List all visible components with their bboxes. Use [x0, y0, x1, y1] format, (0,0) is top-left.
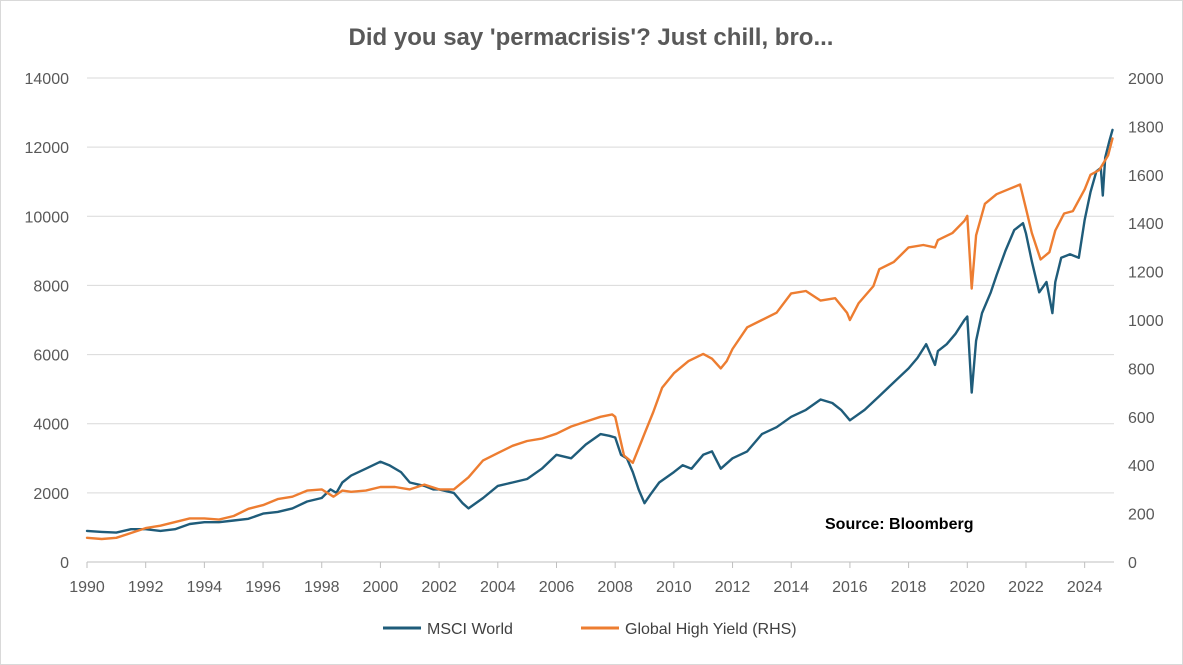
series-line-global-high-yield: [85, 137, 1114, 541]
x-tick-label: 1996: [245, 579, 281, 596]
x-tick-label: 2004: [480, 579, 516, 596]
x-tick-label: 1994: [187, 579, 223, 596]
gridlines: [87, 77, 1114, 494]
left-tick-label: 0: [60, 555, 69, 572]
legend: MSCI World Global High Yield (RHS): [383, 621, 797, 638]
chart-title: Did you say 'permacrisis'? Just chill, b…: [349, 24, 834, 51]
right-tick-label: 1800: [1128, 119, 1164, 136]
x-tick-label: 1992: [128, 579, 164, 596]
x-tick-label: 2016: [832, 579, 868, 596]
source-annotation: Source: Bloomberg: [825, 516, 973, 533]
left-tick-label: 4000: [33, 417, 69, 434]
x-tick-label: 2010: [656, 579, 692, 596]
right-tick-label: 0: [1128, 555, 1137, 572]
right-tick-label: 2000: [1128, 71, 1164, 88]
series-lines: [85, 128, 1114, 541]
right-tick-label: 1400: [1128, 216, 1164, 233]
x-tick-label: 2018: [891, 579, 927, 596]
series-line-msci-world: [85, 128, 1114, 534]
right-tick-label: 1000: [1128, 313, 1164, 330]
x-tick-label: 2000: [363, 579, 399, 596]
x-tick-label: 2002: [421, 579, 457, 596]
right-tick-label: 400: [1128, 458, 1155, 475]
right-tick-label: 800: [1128, 361, 1155, 378]
right-tick-label: 600: [1128, 410, 1155, 427]
x-axis: 1990 1992 1994 1996 1998 2000 2002 2004 2006 2008…: [69, 561, 1114, 596]
left-tick-label: 8000: [33, 278, 69, 295]
x-tick-label: 1998: [304, 579, 340, 596]
right-axis-ticks: 0 200 400 600 800 1000 1200 1400 1600 1800 2000: [1128, 71, 1164, 572]
right-tick-label: 200: [1128, 507, 1155, 524]
left-tick-label: 14000: [25, 71, 70, 88]
left-tick-label: 6000: [33, 348, 69, 365]
x-tick-label: 2024: [1067, 579, 1103, 596]
right-tick-label: 1200: [1128, 265, 1164, 282]
x-tick-label: 2022: [1008, 579, 1044, 596]
left-tick-label: 10000: [25, 209, 70, 226]
x-tick-label: 2006: [539, 579, 575, 596]
left-tick-label: 2000: [33, 486, 69, 503]
x-tick-label: 2020: [949, 579, 985, 596]
x-tick-label: 2008: [597, 579, 633, 596]
right-tick-label: 1600: [1128, 168, 1164, 185]
x-tick-label: 2012: [715, 579, 751, 596]
x-tick-label: 2014: [773, 579, 809, 596]
x-tick-label: 1990: [69, 579, 105, 596]
left-tick-label: 12000: [25, 140, 70, 157]
left-axis-ticks: 0 2000 4000 6000 8000 10000 12000 14000: [25, 71, 70, 572]
legend-label: MSCI World: [427, 621, 513, 638]
legend-label: Global High Yield (RHS): [625, 621, 797, 638]
